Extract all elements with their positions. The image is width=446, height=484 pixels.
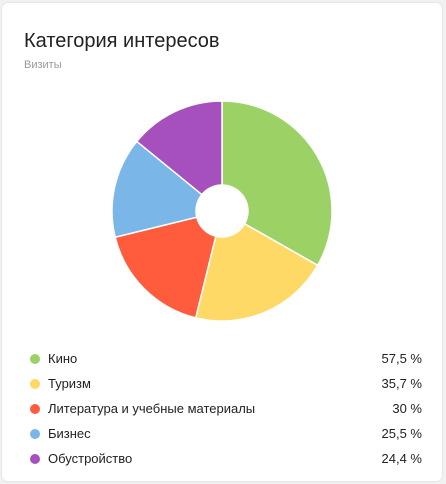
pie-slice-1[interactable] bbox=[221, 100, 333, 267]
pie-slice-2[interactable] bbox=[194, 222, 319, 322]
interest-category-card: Категория интересов Визиты Кино 57,5 % Тур… bbox=[2, 3, 442, 481]
donut-chart bbox=[111, 100, 333, 322]
legend-swatch bbox=[30, 428, 40, 439]
legend-item[interactable]: Обустройство 24,4 % bbox=[26, 446, 422, 471]
legend-label: Кино bbox=[48, 351, 78, 366]
pie-slice-5[interactable] bbox=[135, 100, 223, 196]
legend-label: Туризм bbox=[48, 376, 91, 391]
pie-slice-3[interactable] bbox=[114, 216, 217, 319]
legend-swatch bbox=[30, 378, 40, 389]
legend-label: Обустройство bbox=[48, 451, 133, 466]
legend-value: 24,4 % bbox=[381, 451, 422, 466]
legend-swatch bbox=[30, 453, 40, 464]
legend-label: Бизнес bbox=[48, 426, 91, 441]
chart-legend: Кино 57,5 % Туризм 35,7 % Литература и учебн… bbox=[26, 346, 422, 471]
legend-swatch bbox=[30, 353, 40, 364]
legend-swatch bbox=[30, 403, 40, 414]
legend-value: 57,5 % bbox=[381, 351, 422, 366]
legend-item[interactable]: Кино 57,5 % bbox=[26, 346, 422, 371]
chart-subtitle: Визиты bbox=[24, 59, 62, 71]
legend-value: 35,7 % bbox=[381, 376, 422, 391]
legend-value: 30 % bbox=[392, 401, 422, 416]
legend-value: 25,5 % bbox=[381, 426, 422, 441]
chart-title: Категория интересов bbox=[24, 30, 220, 52]
legend-item[interactable]: Туризм 35,7 % bbox=[26, 371, 422, 396]
pie-slice-4[interactable] bbox=[111, 140, 203, 239]
legend-label: Литература и учебные материалы bbox=[48, 401, 256, 416]
legend-item[interactable]: Бизнес 25,5 % bbox=[26, 421, 422, 446]
legend-item[interactable]: Литература и учебные материалы 30 % bbox=[26, 396, 422, 421]
